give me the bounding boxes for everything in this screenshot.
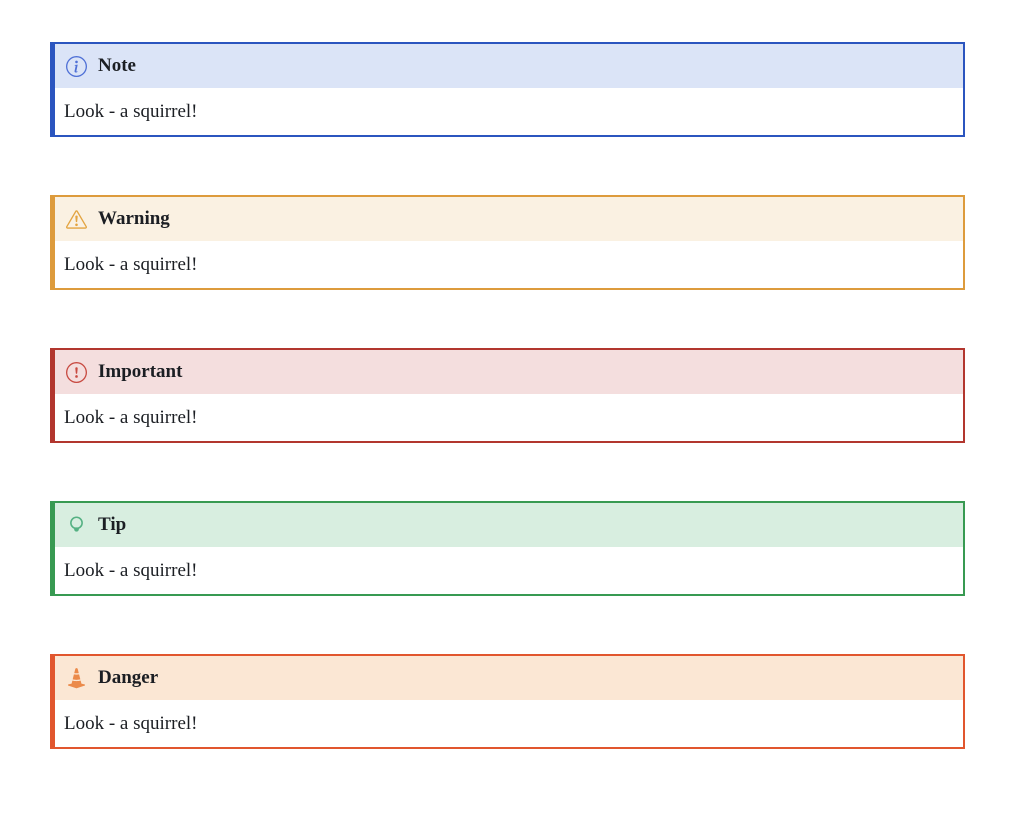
callout-warning-header: Warning — [55, 197, 963, 241]
callout-tip: Tip Look - a squirrel! — [50, 501, 965, 596]
callout-note-body: Look - a squirrel! — [55, 88, 963, 135]
callout-danger-body: Look - a squirrel! — [55, 700, 963, 747]
cone-striped-icon — [66, 667, 87, 689]
callout-danger: Danger Look - a squirrel! — [50, 654, 965, 749]
callout-warning: Warning Look - a squirrel! — [50, 195, 965, 290]
callout-note-title: Note — [98, 55, 136, 76]
lightbulb-icon — [66, 515, 87, 536]
callout-important-body: Look - a squirrel! — [55, 394, 963, 441]
callout-important-title: Important — [98, 361, 183, 382]
document-page: Note Look - a squirrel! Warning Look - a… — [50, 42, 965, 749]
exclamation-circle-icon — [66, 361, 87, 383]
callout-tip-title: Tip — [98, 514, 127, 535]
callout-tip-header: Tip — [55, 503, 963, 547]
callout-danger-header: Danger — [55, 656, 963, 700]
info-circle-icon — [66, 55, 87, 77]
callout-warning-body: Look - a squirrel! — [55, 241, 963, 288]
callout-note: Note Look - a squirrel! — [50, 42, 965, 137]
callout-warning-title: Warning — [98, 208, 170, 229]
callout-important-header: Important — [55, 350, 963, 394]
callout-tip-body: Look - a squirrel! — [55, 547, 963, 594]
callout-note-header: Note — [55, 44, 963, 88]
exclamation-triangle-icon — [66, 209, 87, 230]
callout-danger-title: Danger — [98, 667, 159, 688]
callout-important: Important Look - a squirrel! — [50, 348, 965, 443]
